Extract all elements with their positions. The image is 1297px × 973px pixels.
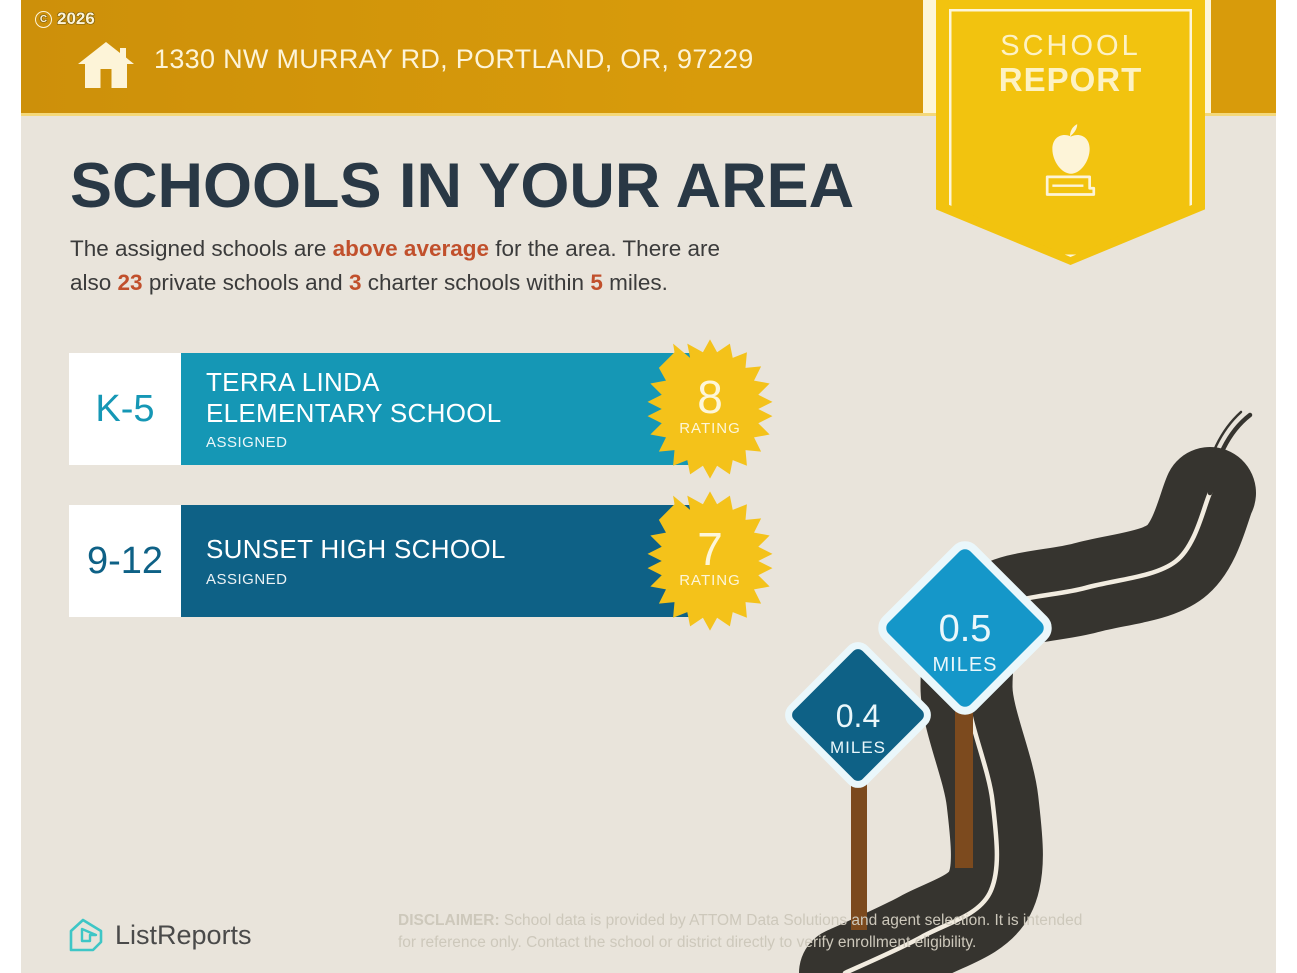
svg-text:0.5: 0.5 bbox=[939, 608, 992, 650]
svg-text:MILES: MILES bbox=[932, 654, 997, 676]
svg-text:0.4: 0.4 bbox=[836, 698, 880, 734]
